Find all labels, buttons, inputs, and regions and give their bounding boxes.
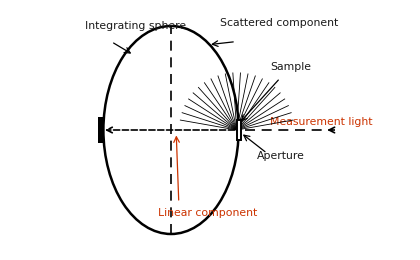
Text: Linear component: Linear component xyxy=(158,208,257,218)
Text: Sample: Sample xyxy=(270,62,311,72)
Text: Aperture: Aperture xyxy=(257,151,304,161)
Bar xyxy=(98,117,103,143)
Bar xyxy=(236,120,241,140)
Text: Measurement light: Measurement light xyxy=(270,117,372,127)
Text: Scattered component: Scattered component xyxy=(220,18,339,28)
Text: Integrating sphere: Integrating sphere xyxy=(85,21,186,31)
